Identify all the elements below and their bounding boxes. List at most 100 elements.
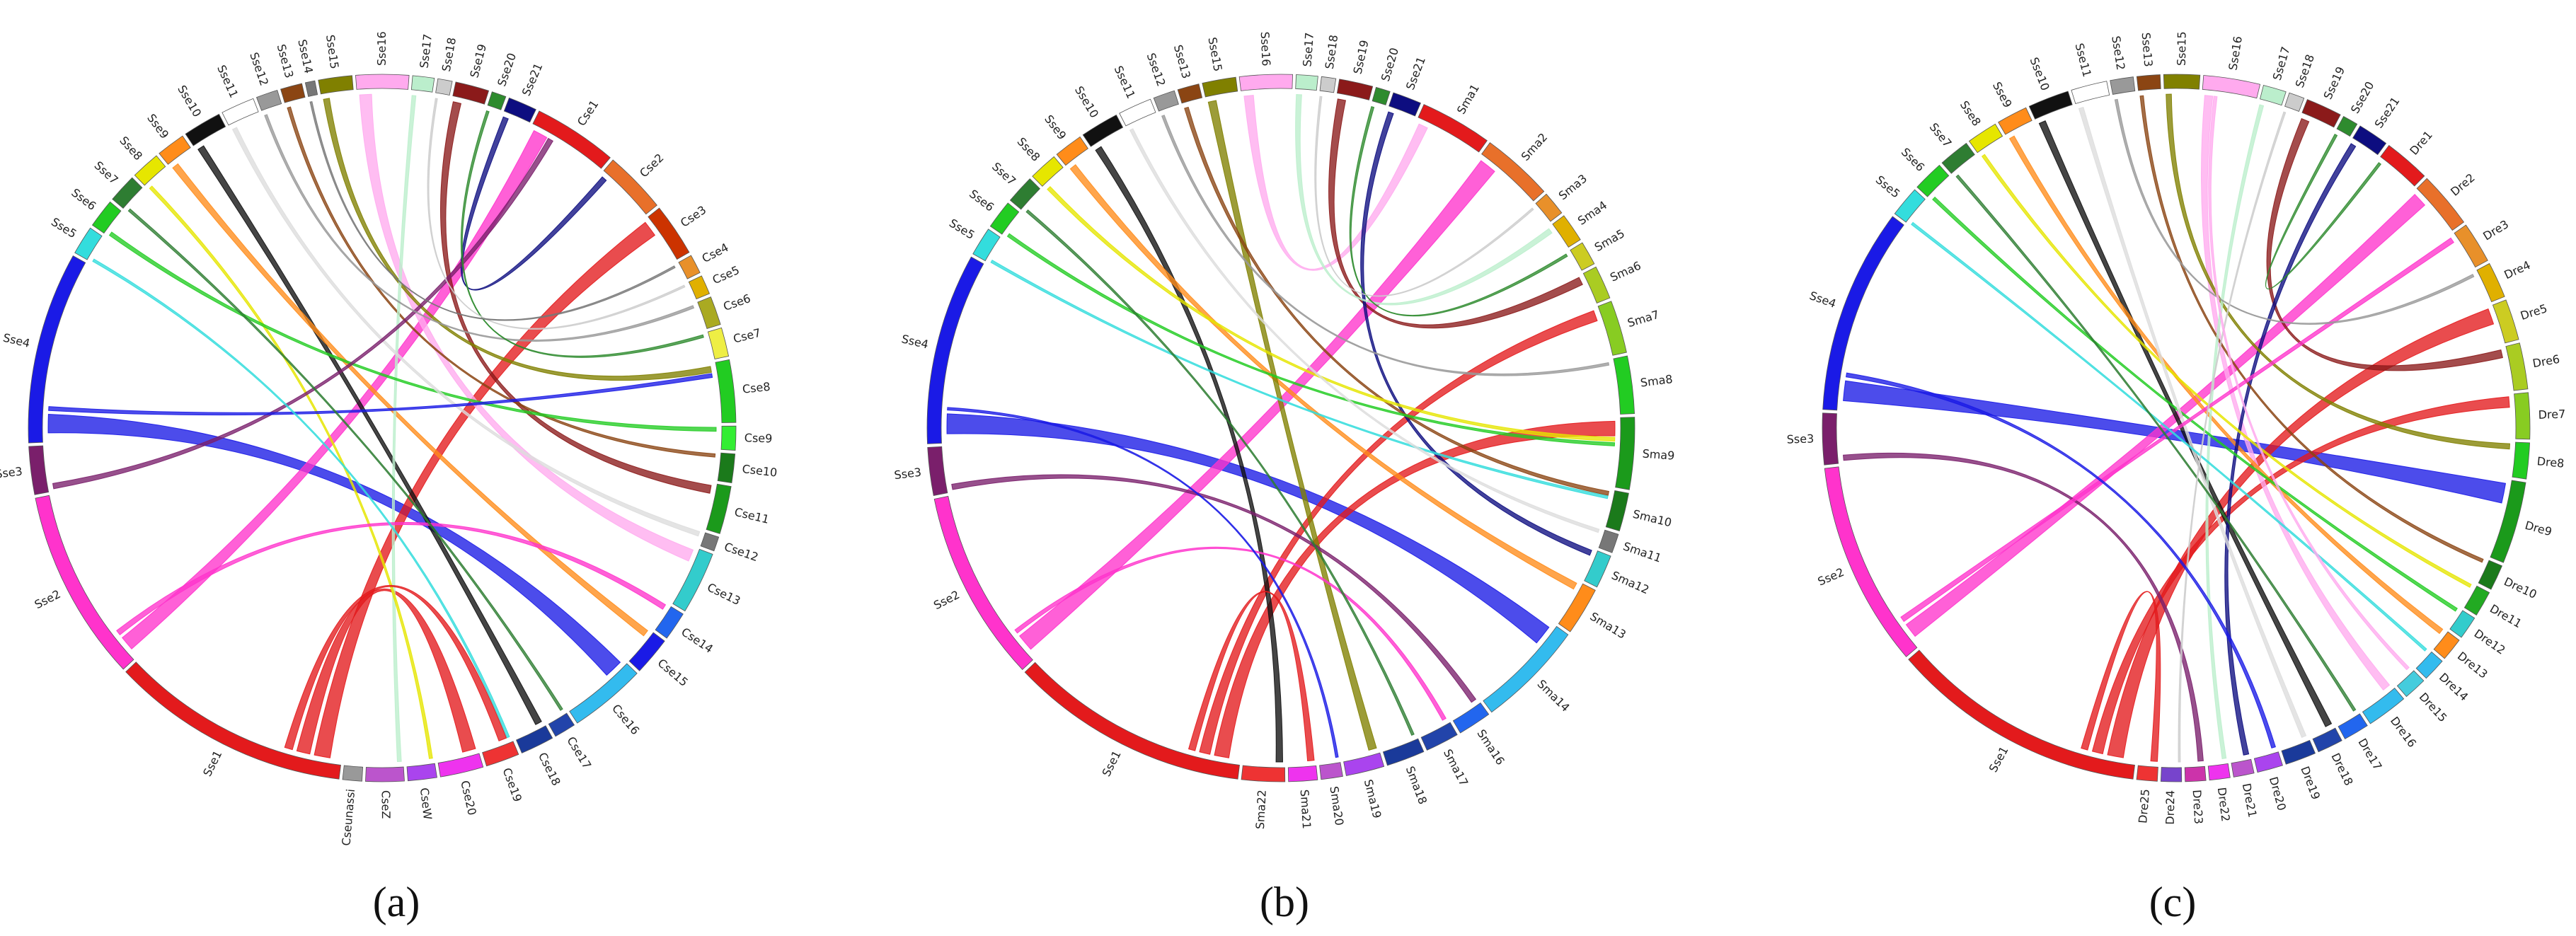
chromosome-label-cse4: Cse4 [700,241,731,265]
link-sse1-dre5 [2107,308,2495,758]
chromosome-label-sse13: Sse13 [275,42,297,79]
chromosome-sse13 [2136,74,2161,91]
chromosome-sse6 [91,201,122,234]
circos-panel-a: Sse1Sse2Sse3Sse4Sse5Sse6Sse7Sse8Sse9Sse1… [0,31,778,846]
circos-panel-b: Sse1Sse2Sse3Sse4Sse5Sse6Sse7Sse8Sse9Sse1… [893,31,1675,829]
chromosome-label-dre24: Dre24 [2163,790,2178,825]
link-sse13-sma10 [1184,106,1610,496]
ideogram-layer [926,74,1635,782]
chromosome-label-sma7: Sma7 [1626,308,1660,330]
chromosome-label-cseunassi: Cseunassi [339,788,357,846]
chromosome-sma9 [1615,417,1635,490]
chromosome-label-cse13: Cse13 [705,580,742,608]
chromosome-dre4 [2476,262,2505,303]
chromosome-label-sse3: Sse3 [0,464,23,481]
link-sse9-cse15 [172,163,648,637]
chromosome-sma8 [1613,355,1635,415]
link-sse11-dre19 [2078,106,2307,739]
chromosome-label-dre3: Dre3 [2480,217,2511,243]
chromosome-label-sse15: Sse15 [1205,36,1224,72]
link-sse14-cse4 [309,100,676,321]
chromosome-cse12 [700,532,720,552]
chromosome-dre14 [2415,651,2443,679]
chromosome-cse1 [532,110,611,169]
chromosome-sma10 [1605,490,1629,532]
chromosome-sse7 [1941,142,1975,174]
link-sse11-cse12 [231,127,701,537]
chromosome-sma4 [1552,215,1581,248]
chromosome-dre6 [2505,342,2529,391]
link-sse1-dre7 [2091,396,2510,755]
link-sse12-dre4 [2114,98,2475,325]
chromosome-label-sse18: Sse18 [1323,34,1340,70]
link-sse16-cse13 [359,93,694,562]
chromosome-label-dre11: Dre11 [2488,602,2524,631]
chromosome-cse20 [437,753,484,778]
chromosome-label-cse5: Cse5 [711,263,742,287]
link-sse1-sma7 [1199,310,1598,755]
chromosome-label-sma20: Sma20 [1327,785,1346,826]
chromosome-label-sse8: Sse8 [1957,98,1984,129]
link-sse1-sma9 [1214,420,1616,758]
link-sse18-dre24 [2178,111,2287,763]
chromosome-label-dre6: Dre6 [2531,352,2560,370]
chromosome-label-sse16: Sse16 [1258,31,1273,66]
link-sse10-cse18 [197,145,542,725]
chromosome-label-sse2: Sse2 [931,588,962,613]
chromosome-sse20 [1372,86,1391,105]
chromosome-sse14 [304,80,318,97]
chromosome-label-cse12: Cse12 [723,540,760,564]
chromosome-sse15 [1202,76,1238,98]
chromosome-label-cse8: Cse8 [742,380,771,396]
link-sse21-dre21 [2224,143,2357,756]
panel-label-c: (c) [2149,879,2197,925]
chromosome-label-sse7: Sse7 [1927,120,1955,150]
chromosome-label-sse9: Sse9 [144,111,171,141]
chromosome-dre10 [2478,560,2503,590]
chromosome-sse9 [159,135,191,165]
link-sse8-csew [149,185,433,759]
chromosome-label-sma10: Sma10 [1631,507,1673,530]
chromosome-label-sse20: Sse20 [1379,46,1401,83]
link-sse5-dre14 [1911,221,2427,652]
link-sse18-cse5 [427,98,686,330]
chromosome-label-cse6: Cse6 [721,291,752,313]
chromosome-dre1 [2380,144,2425,187]
link-sse15-sma19 [1207,100,1377,751]
ideogram-layer [28,74,737,782]
chromosome-sma17 [1420,722,1458,751]
link-sse11-sma11 [1129,128,1600,533]
chromosome-sse6 [1916,164,1950,197]
chromosome-label-sse17: Sse17 [417,33,435,69]
chromosome-sse2 [1824,466,1918,657]
link-sse19-dre6 [2266,117,2503,371]
chromosome-label-sse13: Sse13 [2139,32,2156,67]
chromosome-sma5 [1570,242,1595,271]
chromosome-cse3 [648,207,690,260]
chromosome-label-sse18: Sse18 [2293,52,2317,89]
chromosome-dre19 [2281,739,2316,765]
chromosome-sma6 [1582,266,1611,304]
chromosome-label-cse17: Cse17 [564,734,594,771]
chromosome-sma16 [1452,702,1490,734]
chromosome-label-sse21: Sse21 [1403,54,1428,91]
chromosome-sse7 [112,177,143,209]
chromosome-label-dre8: Dre8 [2536,454,2565,470]
chromosome-dre9 [2490,480,2526,563]
link-sse21-sma12 [1360,111,1592,556]
chromosome-sse10 [185,113,226,146]
chromosome-sma13 [1558,583,1596,632]
chromosome-label-sse8: Sse8 [117,134,145,163]
chromosome-label-sse12: Sse12 [1144,51,1168,88]
link-sse5-cse19 [92,258,510,739]
link-sse4-sma14 [946,413,1550,644]
chromosome-label-sse7: Sse7 [989,160,1018,188]
chromosome-label-cse10: Cse10 [742,462,778,480]
chromosome-label-sse10: Sse10 [175,83,204,120]
chromosome-label-sse4: Sse4 [900,332,930,351]
chromosome-dre23 [2184,765,2207,782]
chromosome-sma21 [1287,765,1318,782]
chromosome-sse3 [927,446,948,496]
chromosome-label-sse9: Sse9 [1042,112,1069,142]
chromosome-label-csew: CseW [418,787,435,820]
